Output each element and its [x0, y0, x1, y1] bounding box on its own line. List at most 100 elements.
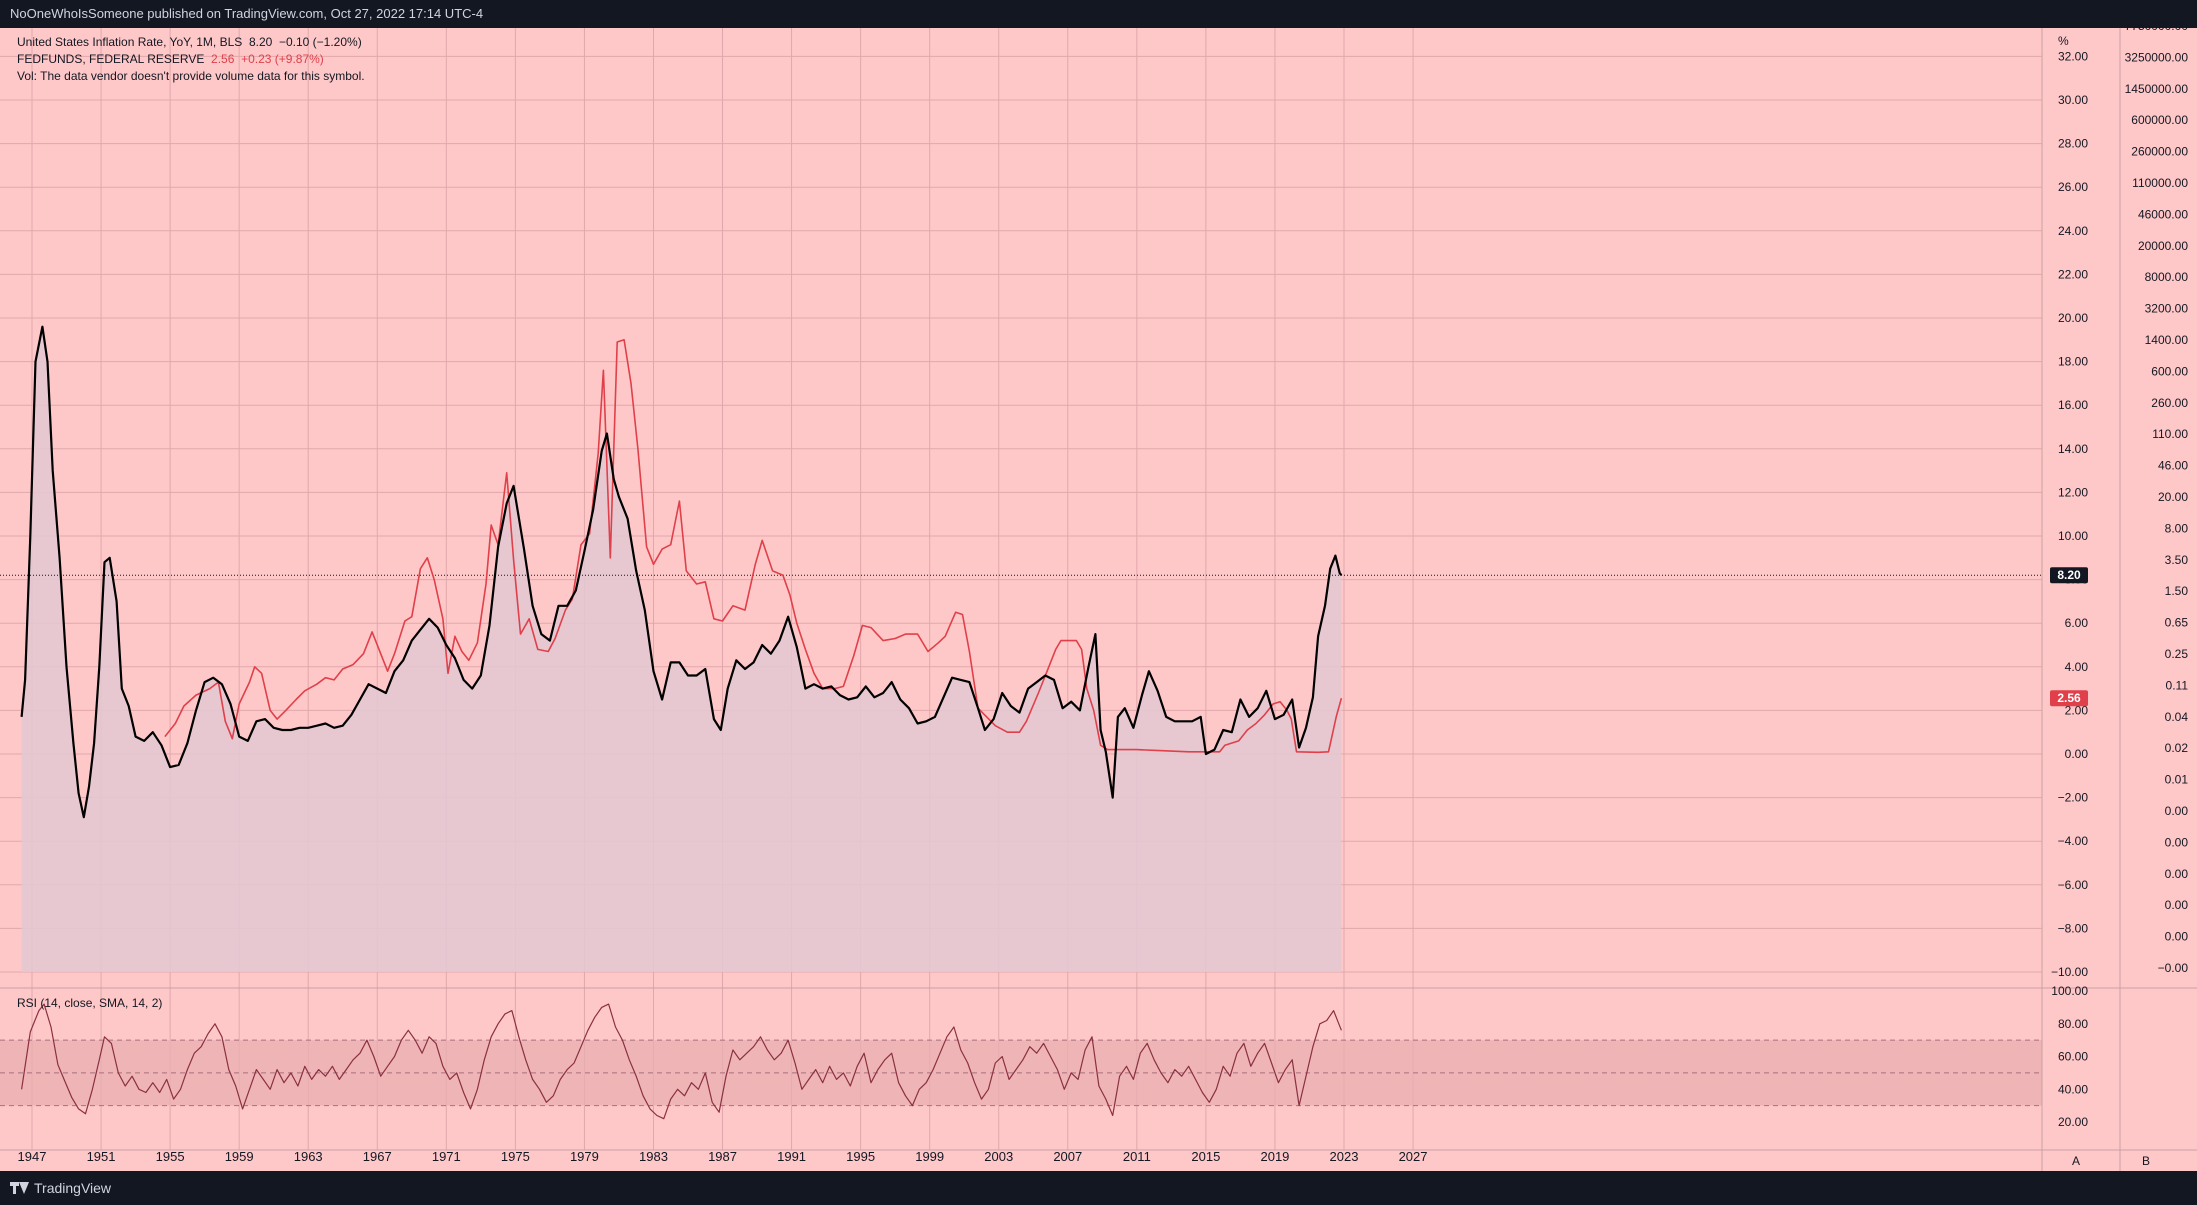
rsi-pane[interactable] — [0, 1003, 2042, 1120]
chart-background — [0, 28, 2042, 1171]
last-value-badges: 8.20 2.56 — [2050, 567, 2088, 707]
x-tick-label: 1995 — [846, 1149, 875, 1164]
time-axis[interactable]: 1947 1951 1955 1959 1963 1967 1971 1975 1979 1983… — [18, 1149, 1428, 1164]
right-scale-tick-label: 0.25 — [2165, 647, 2189, 661]
right-scale-tick-label: 0.65 — [2165, 616, 2189, 630]
legend-inflation-value: 8.20 — [248, 35, 273, 49]
y-tick-label: 10.00 — [2058, 529, 2088, 543]
right-scale-tick-label: 0.02 — [2165, 741, 2189, 755]
y-tick-label: 18.00 — [2058, 355, 2088, 369]
tradingview-logo[interactable]: TradingView — [10, 1171, 111, 1205]
right-scale-tick-label: 1400.00 — [2145, 333, 2189, 347]
rsi-tick-label: 60.00 — [2058, 1050, 2088, 1064]
right-scale-tick-label: 0.01 — [2165, 773, 2189, 787]
right-scale-tick-label: 110.00 — [2152, 427, 2188, 441]
right-scale-tick-label: 7750000.00 — [2125, 19, 2189, 33]
legend-fedfunds[interactable]: FEDFUNDS, FEDERAL RESERVE 2.56 +0.23 (+9… — [17, 52, 324, 66]
inflation-last-badge: 8.20 — [2057, 568, 2081, 582]
chart-canvas[interactable]: 32.00 30.00 28.00 26.00 24.00 22.00 20.00 18.00… — [0, 0, 2197, 1171]
y-tick-label: 14.00 — [2058, 442, 2088, 456]
inflation-line[interactable] — [20, 325, 1343, 819]
right-scale-tick-label: 8.00 — [2165, 521, 2189, 535]
right-scale-tick-label: 1450000.00 — [2125, 82, 2189, 96]
right-scale-tick-label: 0.00 — [2165, 804, 2189, 818]
publisher-text: NoOneWhoIsSomeone published on TradingVi… — [10, 6, 484, 21]
x-tick-label: 1991 — [777, 1149, 806, 1164]
right-scale-tick-label: 3200.00 — [2145, 302, 2189, 316]
x-tick-label: 1971 — [432, 1149, 461, 1164]
legend-volume: Vol: The data vendor doesn't provide vol… — [17, 69, 365, 83]
x-tick-label: 1999 — [915, 1149, 944, 1164]
publisher-bar: NoOneWhoIsSomeone published on TradingVi… — [0, 0, 2197, 28]
x-tick-label: 2011 — [1123, 1149, 1151, 1164]
x-tick-label: 1959 — [225, 1149, 254, 1164]
legend-fedfunds-change: +0.23 (+9.87%) — [241, 52, 324, 66]
y-tick-label: −8.00 — [2058, 921, 2089, 935]
x-tick-label: 1951 — [87, 1149, 116, 1164]
legend-rsi[interactable]: RSI (14, close, SMA, 14, 2) — [17, 996, 162, 1010]
y-tick-label: 12.00 — [2058, 485, 2088, 499]
fedfunds-line[interactable] — [164, 339, 1343, 754]
right-scale-tick-label: 20000.00 — [2138, 239, 2188, 253]
x-tick-label: 2027 — [1399, 1149, 1428, 1164]
right-scale-tick-label: 0.00 — [2165, 930, 2189, 944]
y-tick-label: −10.00 — [2051, 965, 2088, 979]
legend-inflation[interactable]: United States Inflation Rate, YoY, 1M, B… — [17, 35, 362, 49]
right-scale-tick-label: 0.04 — [2165, 710, 2189, 724]
y-tick-label: 30.00 — [2058, 93, 2088, 107]
x-tick-label: 2003 — [984, 1149, 1013, 1164]
main-pane[interactable] — [0, 325, 2042, 972]
y-tick-label: −4.00 — [2058, 834, 2089, 848]
scale-button-a[interactable]: A — [2072, 1154, 2080, 1168]
right-scale-tick-label: 600000.00 — [2131, 113, 2188, 127]
right-scale-tick-label: 0.00 — [2165, 898, 2189, 912]
y-tick-label: −6.00 — [2058, 878, 2089, 892]
x-tick-label: 1963 — [294, 1149, 323, 1164]
inflation-area — [21, 326, 1342, 972]
grid-lines — [0, 28, 2042, 1150]
legend-inflation-symbol: United States Inflation Rate, YoY, 1M, B… — [17, 35, 243, 49]
y-tick-label: 0.00 — [2065, 747, 2089, 761]
rsi-tick-label: 100.00 — [2051, 984, 2088, 998]
percent-unit-label: % — [2058, 34, 2069, 48]
scale-button-b[interactable]: B — [2142, 1154, 2150, 1168]
right-scale-tick-label: 0.00 — [2165, 835, 2189, 849]
fedfunds-last-badge-bg — [2050, 690, 2088, 707]
legend-fedfunds-value: 2.56 — [211, 52, 235, 66]
fedfunds-last-badge: 2.56 — [2057, 691, 2081, 705]
price-scale-right[interactable]: 7750000.00 3250000.00 1450000.00 600000.00 2… — [2125, 19, 2189, 975]
footer-bar: TradingView — [0, 1171, 2197, 1205]
x-tick-label: 1979 — [570, 1149, 599, 1164]
rsi-line[interactable] — [21, 1003, 1342, 1120]
x-tick-label: 1975 — [501, 1149, 530, 1164]
y-tick-label: 22.00 — [2058, 267, 2088, 281]
x-tick-label: 1947 — [18, 1149, 47, 1164]
x-tick-label: 1987 — [708, 1149, 737, 1164]
right-scale-tick-label: 260000.00 — [2131, 145, 2188, 159]
x-tick-label: 2015 — [1191, 1149, 1220, 1164]
x-tick-label: 1967 — [363, 1149, 392, 1164]
right-scale-tick-label: 0.11 — [2166, 678, 2189, 692]
rsi-tick-label: 80.00 — [2058, 1017, 2088, 1031]
legend-volume-text: Vol: The data vendor doesn't provide vol… — [17, 69, 365, 83]
tradingview-logo-icon — [10, 1182, 29, 1194]
right-scale-tick-label: 0.00 — [2165, 867, 2189, 881]
y-tick-label: 20.00 — [2058, 311, 2088, 325]
legend-fedfunds-symbol: FEDFUNDS, FEDERAL RESERVE — [17, 52, 205, 66]
rsi-tick-label: 40.00 — [2058, 1082, 2088, 1096]
legend-inflation-change: −0.10 (−1.20%) — [278, 35, 362, 49]
right-scale-tick-label: 20.00 — [2158, 490, 2188, 504]
x-tick-label: 1955 — [156, 1149, 185, 1164]
y-tick-label: 6.00 — [2065, 616, 2089, 630]
rsi-tick-label: 20.00 — [2058, 1115, 2088, 1129]
right-scale-tick-label: 8000.00 — [2145, 270, 2189, 284]
y-tick-label: 2.00 — [2065, 703, 2089, 717]
right-scale-tick-label: 3.50 — [2165, 553, 2189, 567]
y-tick-label: 24.00 — [2058, 224, 2088, 238]
right-scale-tick-label: −0.00 — [2158, 961, 2189, 975]
y-tick-label: 32.00 — [2058, 49, 2088, 63]
legend-rsi-text: RSI (14, close, SMA, 14, 2) — [17, 996, 163, 1010]
y-tick-label: −2.00 — [2058, 791, 2089, 805]
y-tick-label: 4.00 — [2065, 660, 2089, 674]
y-tick-label: 26.00 — [2058, 180, 2088, 194]
